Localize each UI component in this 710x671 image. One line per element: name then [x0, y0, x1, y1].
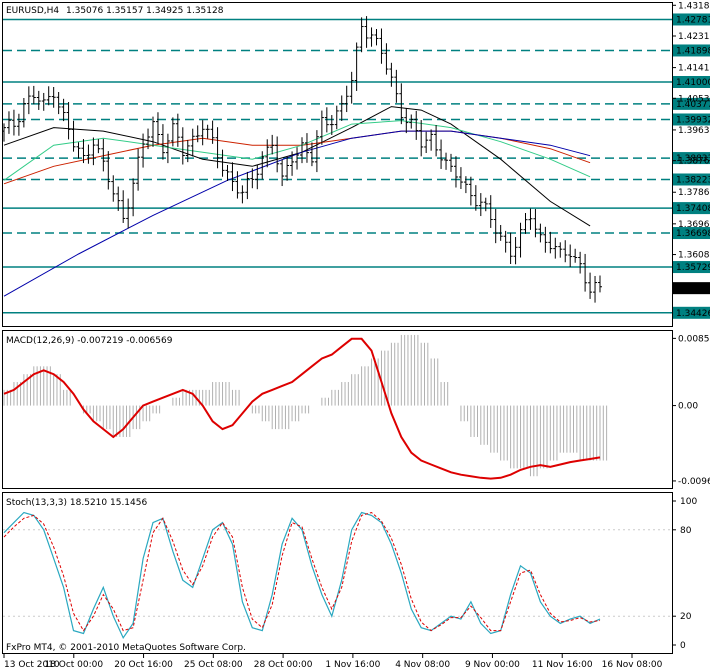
price-tick-label: 1.36960	[678, 220, 710, 230]
price-tick-label: 1.41410	[678, 64, 710, 74]
level-label-bg	[673, 97, 710, 110]
stoch-label: Stoch(13,3,3) 18.5210 15.1456	[6, 498, 147, 508]
time-tick-label: 9 Nov 00:00	[465, 660, 520, 670]
price-bars	[2, 16, 602, 303]
macd-signal-line	[3, 337, 601, 480]
level-lines: 1.42781 1.41898 1.41000 1.40377 1.39932 1.388…	[3, 13, 710, 319]
time-tick-label: 18 Oct 00:00	[44, 660, 103, 670]
macd-tick-label: 0.00	[678, 402, 698, 412]
macd-axis: 0.00856 0.00 -0.00960	[672, 334, 710, 487]
price-tick-label: 1.38760	[678, 157, 710, 167]
price-axis: 1.43185 1.42310 1.41410 1.40535 1.39635 1.387…	[672, 1, 710, 295]
level-label: 1.40377	[676, 100, 710, 110]
level-label: 1.37408	[676, 204, 710, 214]
price-tick-label: 1.42310	[678, 32, 710, 42]
level-label: 1.38223	[676, 175, 710, 185]
time-tick-label: 20 Oct 16:00	[114, 660, 173, 670]
level-label-bg	[673, 13, 710, 26]
level-label: 1.38833	[676, 154, 710, 164]
price-tick-label: 1.40535	[678, 94, 710, 104]
stoch-tick-label: 0	[680, 641, 686, 651]
time-tick-label: 16 Nov 08:00	[602, 660, 663, 670]
price-tick-label: 1.43185	[678, 1, 710, 11]
price-tick-label: 1.37860	[678, 188, 710, 198]
price-tick-label: 1.39635	[678, 126, 710, 136]
macd-tick-label: 0.00856	[678, 334, 710, 344]
stoch-tick-label: 80	[680, 526, 692, 536]
macd-panel	[3, 334, 608, 480]
price-tick-label: 1.36085	[678, 251, 710, 261]
time-tick-label: 4 Nov 08:00	[395, 660, 450, 670]
time-tick-label: 28 Oct 00:00	[254, 660, 313, 670]
stoch-tick-label: 20	[680, 612, 692, 622]
time-tick-label: 25 Oct 08:00	[184, 660, 243, 670]
time-tick-label: 13 Oct 2010	[4, 660, 60, 670]
level-label-bg	[673, 113, 710, 126]
level-label: 1.42781	[676, 15, 710, 25]
current-price-label: 1.35128	[676, 284, 710, 294]
level-label-bg	[673, 152, 710, 165]
stoch-axis: 100 80 20 0	[672, 497, 697, 651]
time-tick-label: 1 Nov 16:00	[325, 660, 380, 670]
level-label: 1.36698	[676, 229, 710, 239]
ohlc-values: 1.35076 1.35157 1.34925 1.35128	[66, 6, 224, 16]
current-price-box	[673, 282, 710, 295]
level-label: 1.39932	[676, 115, 710, 125]
moving-average-line	[3, 106, 591, 227]
level-label: 1.34426	[676, 309, 710, 319]
copyright-text: FxPro MT4, © 2001-2010 MetaQuotes Softwa…	[6, 643, 246, 653]
macd-tick-label: -0.00960	[678, 477, 710, 487]
level-label-bg	[673, 44, 710, 57]
level-label-bg	[673, 173, 710, 186]
stochastic-panel	[3, 511, 672, 640]
level-label: 1.35729	[676, 263, 710, 273]
stoch-tick-label: 100	[680, 497, 697, 507]
time-tick-label: 11 Nov 16:00	[532, 660, 593, 670]
symbol-timeframe: EURUSD,H4	[6, 6, 59, 16]
level-label: 1.41000	[676, 78, 710, 88]
level-label-bg	[673, 75, 710, 88]
panel-frames	[2, 2, 673, 654]
level-label-bg	[673, 261, 710, 274]
level-label-bg	[673, 306, 710, 319]
level-label-bg	[673, 227, 710, 240]
level-label: 1.41898	[676, 46, 710, 56]
level-label-bg	[673, 202, 710, 215]
macd-label: MACD(12,26,9) -0.007219 -0.006569	[6, 336, 173, 346]
stoch-signal-line	[3, 511, 601, 632]
